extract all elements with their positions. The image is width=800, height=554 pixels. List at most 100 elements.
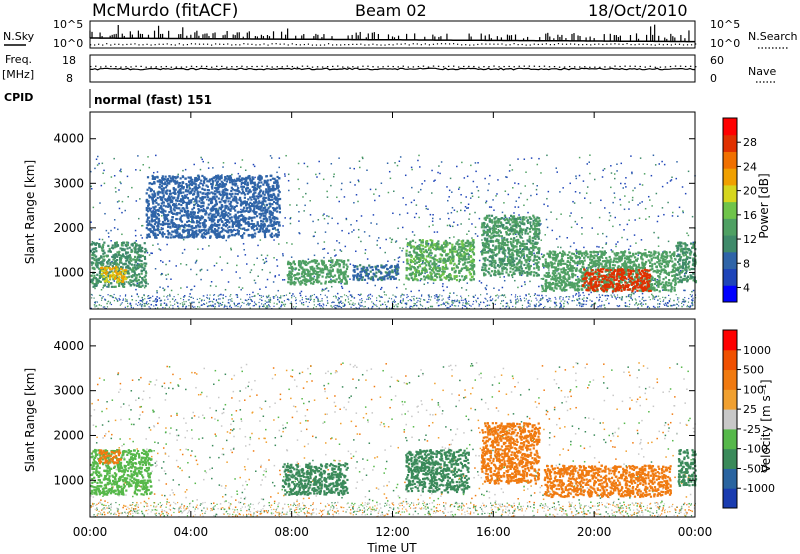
scatter-cell — [264, 300, 266, 302]
data-cell — [102, 278, 105, 281]
scatter-cell — [619, 204, 622, 206]
data-cell — [164, 217, 167, 220]
scatter-cell — [353, 201, 355, 204]
scatter-cell — [632, 189, 634, 192]
nsearch-point — [114, 43, 116, 45]
scatter-cell — [233, 303, 236, 306]
data-cell — [260, 214, 263, 217]
scatter-cell — [489, 174, 491, 177]
scatter-cell — [398, 256, 401, 258]
scatter-cell — [533, 263, 535, 266]
data-cell — [278, 204, 281, 207]
data-cell — [171, 223, 174, 226]
scatter-cell — [597, 253, 599, 256]
data-cell — [104, 284, 107, 287]
scatter-cell — [331, 306, 333, 308]
scatter-cell — [207, 161, 210, 164]
scatter-cell — [102, 306, 104, 308]
scatter-cell — [276, 265, 279, 267]
data-cell — [247, 220, 250, 224]
data-cell — [134, 248, 137, 251]
nsearch-tick-low: 10^0 — [710, 37, 740, 50]
data-cell — [153, 207, 156, 211]
scatter-cell — [327, 290, 330, 292]
scatter-cell — [348, 232, 350, 235]
data-cell — [217, 219, 220, 222]
scatter-cell — [320, 293, 322, 296]
data-cell — [236, 228, 239, 232]
scatter-cell — [166, 304, 168, 307]
data-cell — [108, 258, 111, 261]
nave-point — [130, 66, 132, 68]
nsearch-point — [315, 44, 318, 46]
data-cell — [133, 247, 136, 250]
scatter-cell — [388, 170, 391, 173]
nave-point — [609, 66, 611, 68]
data-cell — [133, 263, 136, 267]
scatter-cell — [432, 224, 434, 226]
data-cell — [128, 267, 131, 270]
data-cell — [161, 220, 165, 224]
scatter-cell — [630, 155, 632, 157]
data-cell — [163, 214, 166, 217]
data-cell — [158, 191, 161, 194]
data-cell — [146, 233, 149, 236]
data-cell — [197, 207, 200, 211]
scatter-cell — [423, 283, 426, 286]
data-cell — [264, 217, 268, 220]
scatter-cell — [569, 215, 571, 217]
data-cell — [144, 264, 147, 268]
scatter-cell — [320, 307, 322, 309]
data-cell — [230, 220, 234, 223]
data-cell — [220, 211, 223, 214]
scatter-cell — [306, 182, 309, 185]
data-cell — [202, 225, 205, 228]
scatter-cell — [201, 299, 203, 301]
data-cell — [160, 185, 164, 188]
scatter-cell — [195, 259, 198, 262]
nave-point — [468, 65, 470, 68]
data-cell — [166, 236, 170, 239]
data-cell — [242, 215, 245, 218]
scatter-cell — [305, 298, 307, 300]
scatter-cell — [94, 302, 96, 304]
data-cell — [149, 187, 152, 191]
scatter-cell — [159, 300, 161, 302]
scatter-cell — [588, 161, 590, 163]
scatter-cell — [110, 240, 112, 242]
data-cell — [188, 184, 191, 187]
scatter-cell — [313, 301, 315, 303]
scatter-cell — [675, 294, 677, 296]
scatter-cell — [619, 224, 621, 226]
scatter-cell — [520, 274, 523, 277]
data-cell — [233, 189, 236, 192]
scatter-cell — [528, 302, 530, 304]
scatter-cell — [114, 187, 117, 189]
data-cell — [222, 234, 225, 237]
data-cell — [116, 281, 119, 284]
scatter-cell — [499, 276, 501, 278]
scatter-cell — [410, 290, 412, 293]
scatter-cell — [326, 196, 329, 198]
scatter-cell — [126, 175, 129, 178]
nave-point — [644, 66, 646, 68]
scatter-cell — [654, 296, 656, 299]
data-cell — [121, 254, 124, 257]
data-cell — [208, 218, 211, 221]
data-cell — [256, 223, 260, 226]
nsearch-point — [198, 43, 201, 45]
data-cell — [252, 193, 255, 197]
data-cell — [153, 200, 157, 203]
data-cell — [111, 267, 114, 271]
data-cell — [249, 180, 252, 183]
data-cell — [135, 267, 138, 271]
scatter-cell — [543, 203, 545, 206]
nave-point — [604, 66, 606, 68]
data-cell — [250, 226, 253, 229]
scatter-cell — [462, 304, 464, 307]
data-cell — [211, 209, 214, 212]
scatter-cell — [548, 299, 550, 301]
data-cell — [244, 187, 248, 190]
nsearch-point — [590, 44, 592, 46]
data-cell — [191, 227, 194, 230]
